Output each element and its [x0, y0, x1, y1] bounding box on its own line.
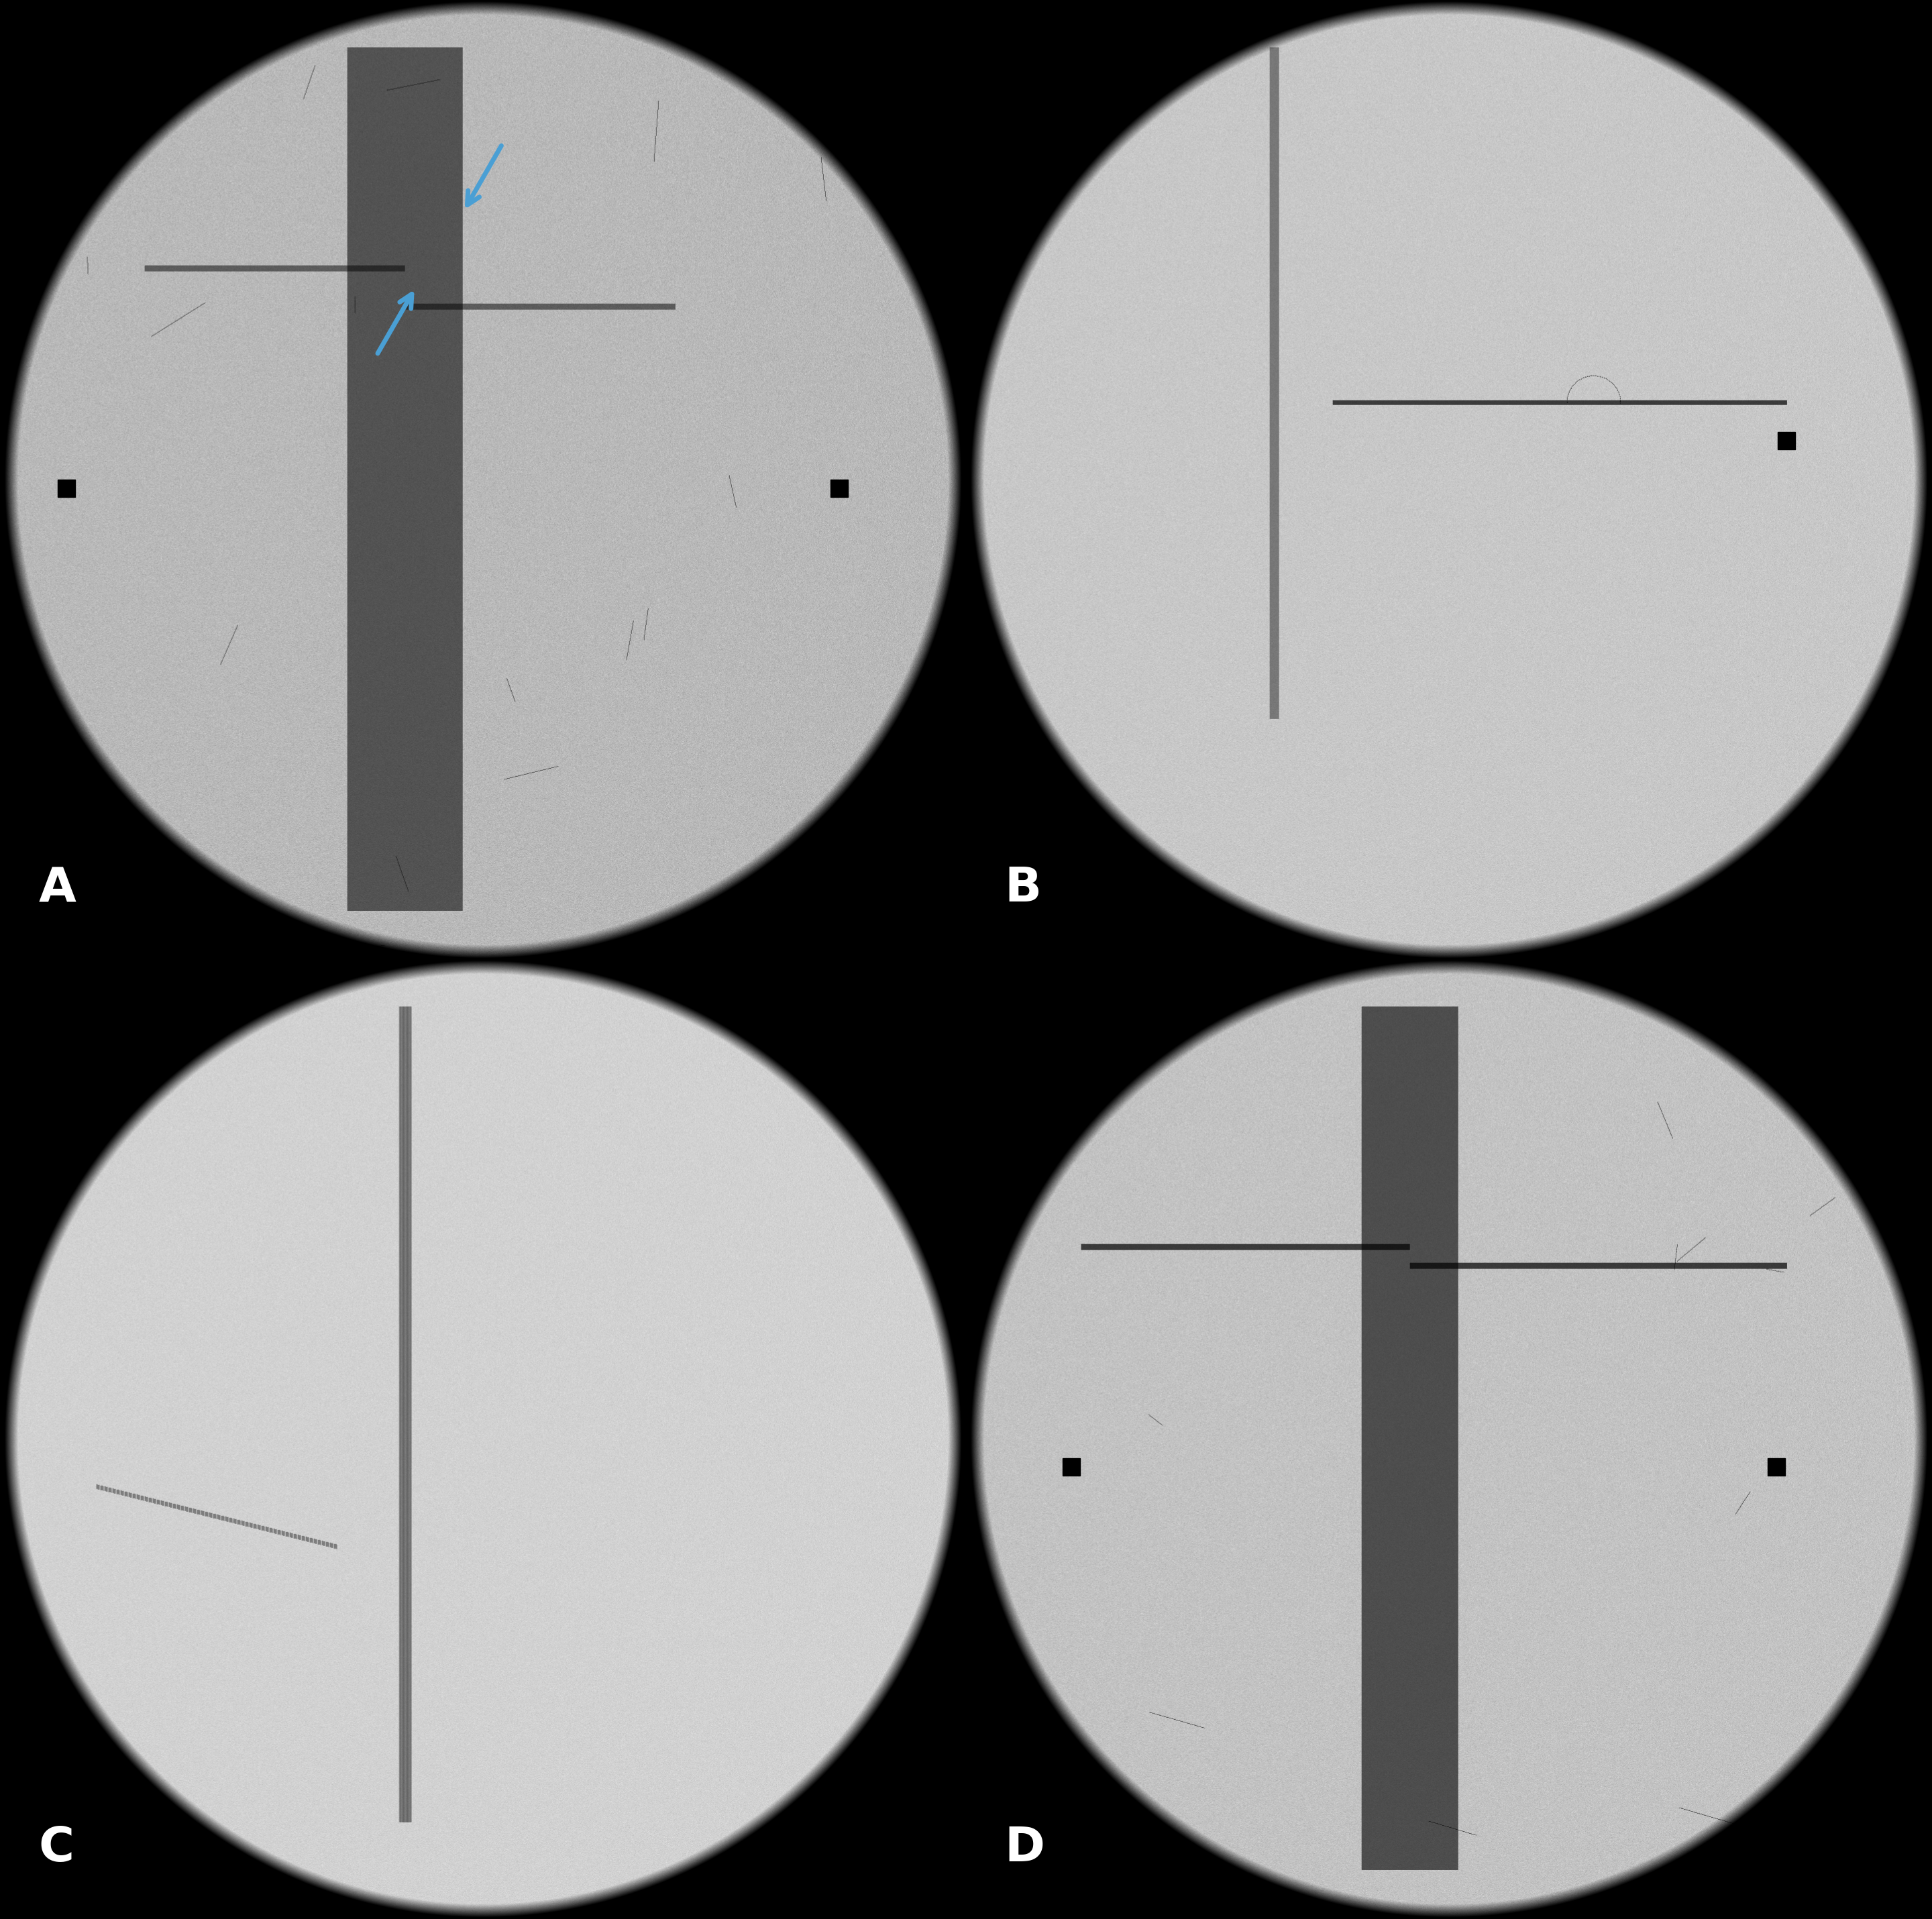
Text: D: D [1005, 1825, 1045, 1871]
Text: B: B [1005, 865, 1041, 912]
Bar [831, 480, 848, 497]
Text: C: C [39, 1825, 73, 1871]
Bar [1768, 1458, 1785, 1476]
Text: A: A [39, 865, 75, 912]
Bar [1063, 1458, 1080, 1476]
Bar [1777, 432, 1795, 449]
Bar [58, 480, 75, 497]
